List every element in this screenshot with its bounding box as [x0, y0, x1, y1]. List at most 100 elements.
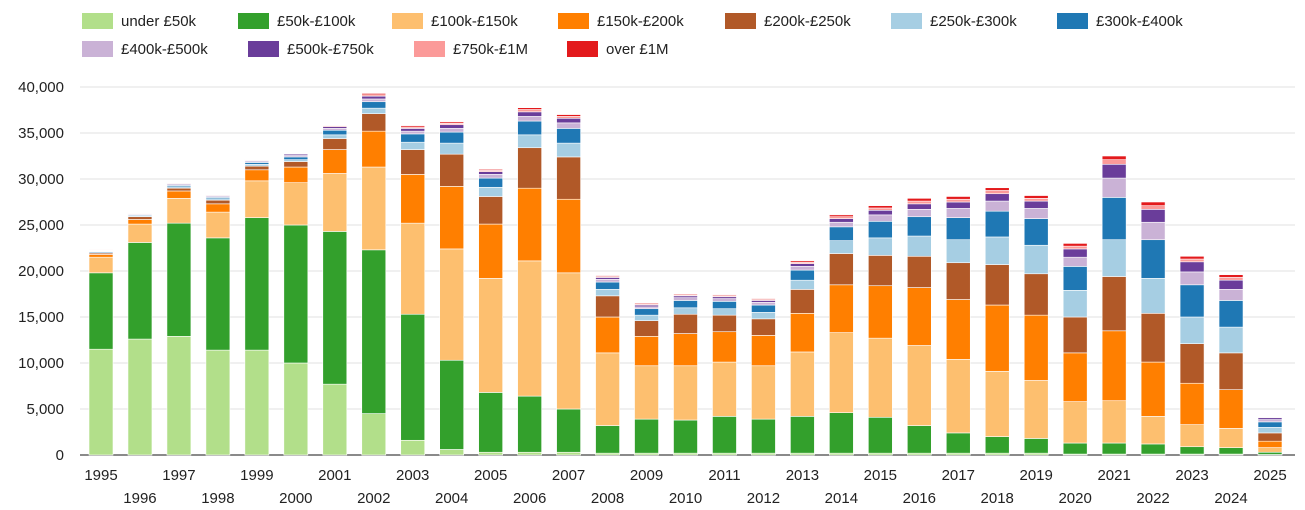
bar-segment: 2003 — £50k-£100k: 13700 — [400, 313, 426, 441]
bar-segment: 2003 — over £1M: 150 — [400, 125, 426, 128]
legend-item[interactable]: under £50k — [82, 12, 196, 30]
bar-segment: 2024 — £300k-£400k: 2900 — [1218, 300, 1244, 328]
bar-segment: 2008 — £150k-£200k: 3900 — [595, 316, 620, 354]
bar-segment: 2025 — £100k-£150k: 500 — [1257, 447, 1283, 453]
legend-swatch — [248, 41, 279, 57]
x-tick-label: 2022 — [1136, 490, 1169, 507]
bar-segment: 2022 — £750k-£1M: 400 — [1140, 205, 1166, 210]
bar-segment: 2019 — £400k-£500k: 1100 — [1023, 208, 1049, 219]
bar-segment: 2022 — over £1M: 400 — [1140, 201, 1166, 206]
bar-segment: 2007 — £300k-£400k: 1600 — [556, 128, 581, 144]
bar-segment: 2012 — £150k-£200k: 3300 — [751, 335, 776, 367]
bar-segment: 2010 — £300k-£400k: 800 — [673, 300, 698, 309]
x-tick-label: 2014 — [825, 490, 858, 507]
bar-segment: 1999 — £100k-£150k: 4000 — [244, 180, 270, 218]
x-tick-label: 2003 — [396, 467, 429, 484]
x-tick-label: 2019 — [1020, 467, 1053, 484]
bar-segment: 2021 — £500k-£750k: 1500 — [1101, 163, 1127, 179]
x-tick-label: 1997 — [162, 467, 195, 484]
bar-segment: 2011 — over £1M: 100 — [712, 294, 737, 297]
bar-segment: 2007 — £50k-£100k: 4700 — [556, 408, 581, 453]
bar-segment: 2020 — £500k-£750k: 900 — [1062, 248, 1088, 258]
bar-segment: 2019 — £150k-£200k: 7100 — [1023, 314, 1049, 381]
legend-item[interactable]: £100k-£150k — [392, 12, 518, 30]
legend-item[interactable]: £50k-£100k — [238, 12, 355, 30]
chart-legend: under £50k £50k-£100k £100k-£150k £150k-£20… — [0, 0, 1305, 70]
bar-segment: 2010 — £400k-£500k: 300 — [673, 297, 698, 301]
legend-item[interactable]: over £1M — [567, 40, 669, 58]
bar-segment: 2015 — £100k-£150k: 8600 — [868, 337, 893, 418]
bar-segment: 2014 — over £1M: 200 — [829, 214, 854, 218]
bar-segment: 2022 — £250k-£300k: 3800 — [1140, 278, 1166, 314]
bar-segment: 2010 — £150k-£200k: 3500 — [673, 333, 698, 367]
bar-segment: 2014 — £300k-£400k: 1500 — [829, 226, 854, 241]
bar-segment: 2017 — £150k-£200k: 6500 — [945, 299, 971, 360]
bar-segment: 2014 — £200k-£250k: 3400 — [829, 253, 854, 286]
legend-item[interactable]: £300k-£400k — [1057, 12, 1183, 30]
legend-item[interactable]: £150k-£200k — [558, 12, 684, 30]
legend-swatch — [725, 13, 756, 29]
bar-segment: 2015 — over £1M: 250 — [868, 205, 893, 209]
bar-segment: 2012 — £100k-£150k: 5800 — [751, 365, 776, 420]
bar-segment: 1999 — £50k-£100k: 14400 — [244, 217, 270, 351]
x-tick-label: 2023 — [1175, 467, 1208, 484]
bar-segment: 2021 — £100k-£150k: 4600 — [1101, 400, 1127, 444]
bar-segment: 2006 — over £1M: 200 — [517, 107, 542, 110]
bar-segment: 2013 — over £1M: 150 — [790, 260, 815, 263]
bar-segment: 2019 — £100k-£150k: 6300 — [1023, 380, 1049, 439]
y-tick-label: 0 — [56, 447, 64, 464]
x-tick-label: 2007 — [552, 467, 585, 484]
bar-segment: 2022 — £50k-£100k: 1100 — [1140, 443, 1166, 455]
bar-segment: 2025 — £150k-£200k: 700 — [1257, 440, 1283, 448]
y-tick-label: 40,000 — [18, 79, 64, 96]
bar-segment: 2006 — £50k-£100k: 6100 — [517, 395, 542, 453]
legend-label: £750k-£1M — [453, 40, 529, 58]
bar-segment: 2016 — £400k-£500k: 800 — [906, 209, 932, 218]
bar-segment: 2014 — £400k-£500k: 500 — [829, 221, 854, 228]
bar-segment: 2002 — £250k-£300k: 600 — [361, 107, 387, 114]
bar-segment: 1996 — £100k-£150k: 2000 — [127, 223, 153, 243]
legend-item[interactable]: £250k-£300k — [891, 12, 1017, 30]
bar-segment: 2006 — £150k-£200k: 7900 — [517, 187, 542, 262]
bar-segment: 2023 — £200k-£250k: 4300 — [1179, 343, 1205, 384]
bar-segment: 1997 — £50k-£100k: 12300 — [166, 222, 192, 337]
bar-segment: 2000 — under £50k: 10000 — [283, 362, 309, 456]
bar-segment: 2011 — £100k-£150k: 5900 — [712, 361, 737, 417]
bar-segment: 2025 — £50k-£100k: 250 — [1257, 451, 1283, 455]
bar-segment: 2011 — £200k-£250k: 1800 — [712, 314, 737, 333]
x-tick-label: 2001 — [318, 467, 351, 484]
bar-segment: 2000 — £300k-£400k: 300 — [283, 156, 309, 160]
x-tick-label: 2020 — [1058, 490, 1091, 507]
legend-item[interactable]: £400k-£500k — [82, 40, 208, 58]
legend-item[interactable]: £750k-£1M — [414, 40, 528, 58]
bar-segment: 1996 — £150k-£200k: 500 — [127, 219, 153, 225]
bar-segment: 2024 — £200k-£250k: 4000 — [1218, 352, 1244, 390]
bar-segment: 2019 — £750k-£1M: 300 — [1023, 198, 1049, 202]
bar-segment: 2019 — £300k-£400k: 2900 — [1023, 218, 1049, 246]
legend-swatch — [414, 41, 445, 57]
legend-label: £250k-£300k — [930, 12, 1017, 30]
bar-segment: 2016 — £50k-£100k: 3000 — [906, 425, 932, 454]
bar-segment: 2003 — under £50k: 1600 — [400, 439, 426, 456]
bar-segment: 2023 — £100k-£150k: 2400 — [1179, 424, 1205, 448]
bar-segment: 2013 — £50k-£100k: 4000 — [790, 416, 815, 454]
bar-segment: 1995 — £50k-£100k: 8300 — [88, 272, 114, 350]
bar-segment: 1996 — under £50k: 12600 — [127, 338, 153, 456]
legend-item[interactable]: £200k-£250k — [725, 12, 851, 30]
legend-item[interactable]: £500k-£750k — [248, 40, 374, 58]
bar-segment: 2025 — £200k-£250k: 900 — [1257, 432, 1283, 442]
legend-label: £500k-£750k — [287, 40, 374, 58]
bar-segment: 2019 — £200k-£250k: 4500 — [1023, 273, 1049, 316]
bar-segment: 2003 — £400k-£500k: 300 — [400, 130, 426, 135]
legend-label: £300k-£400k — [1096, 12, 1183, 30]
bar-segment: 2025 — £400k-£500k: 250 — [1257, 419, 1283, 423]
bar-segment: 2020 — £250k-£300k: 2900 — [1062, 290, 1088, 318]
y-tick-label: 15,000 — [18, 309, 64, 326]
bar-segment: 2002 — over £1M: 150 — [361, 93, 387, 96]
bar-segment: 2009 — £200k-£250k: 1700 — [634, 320, 659, 337]
x-tick-label: 2024 — [1214, 490, 1247, 507]
